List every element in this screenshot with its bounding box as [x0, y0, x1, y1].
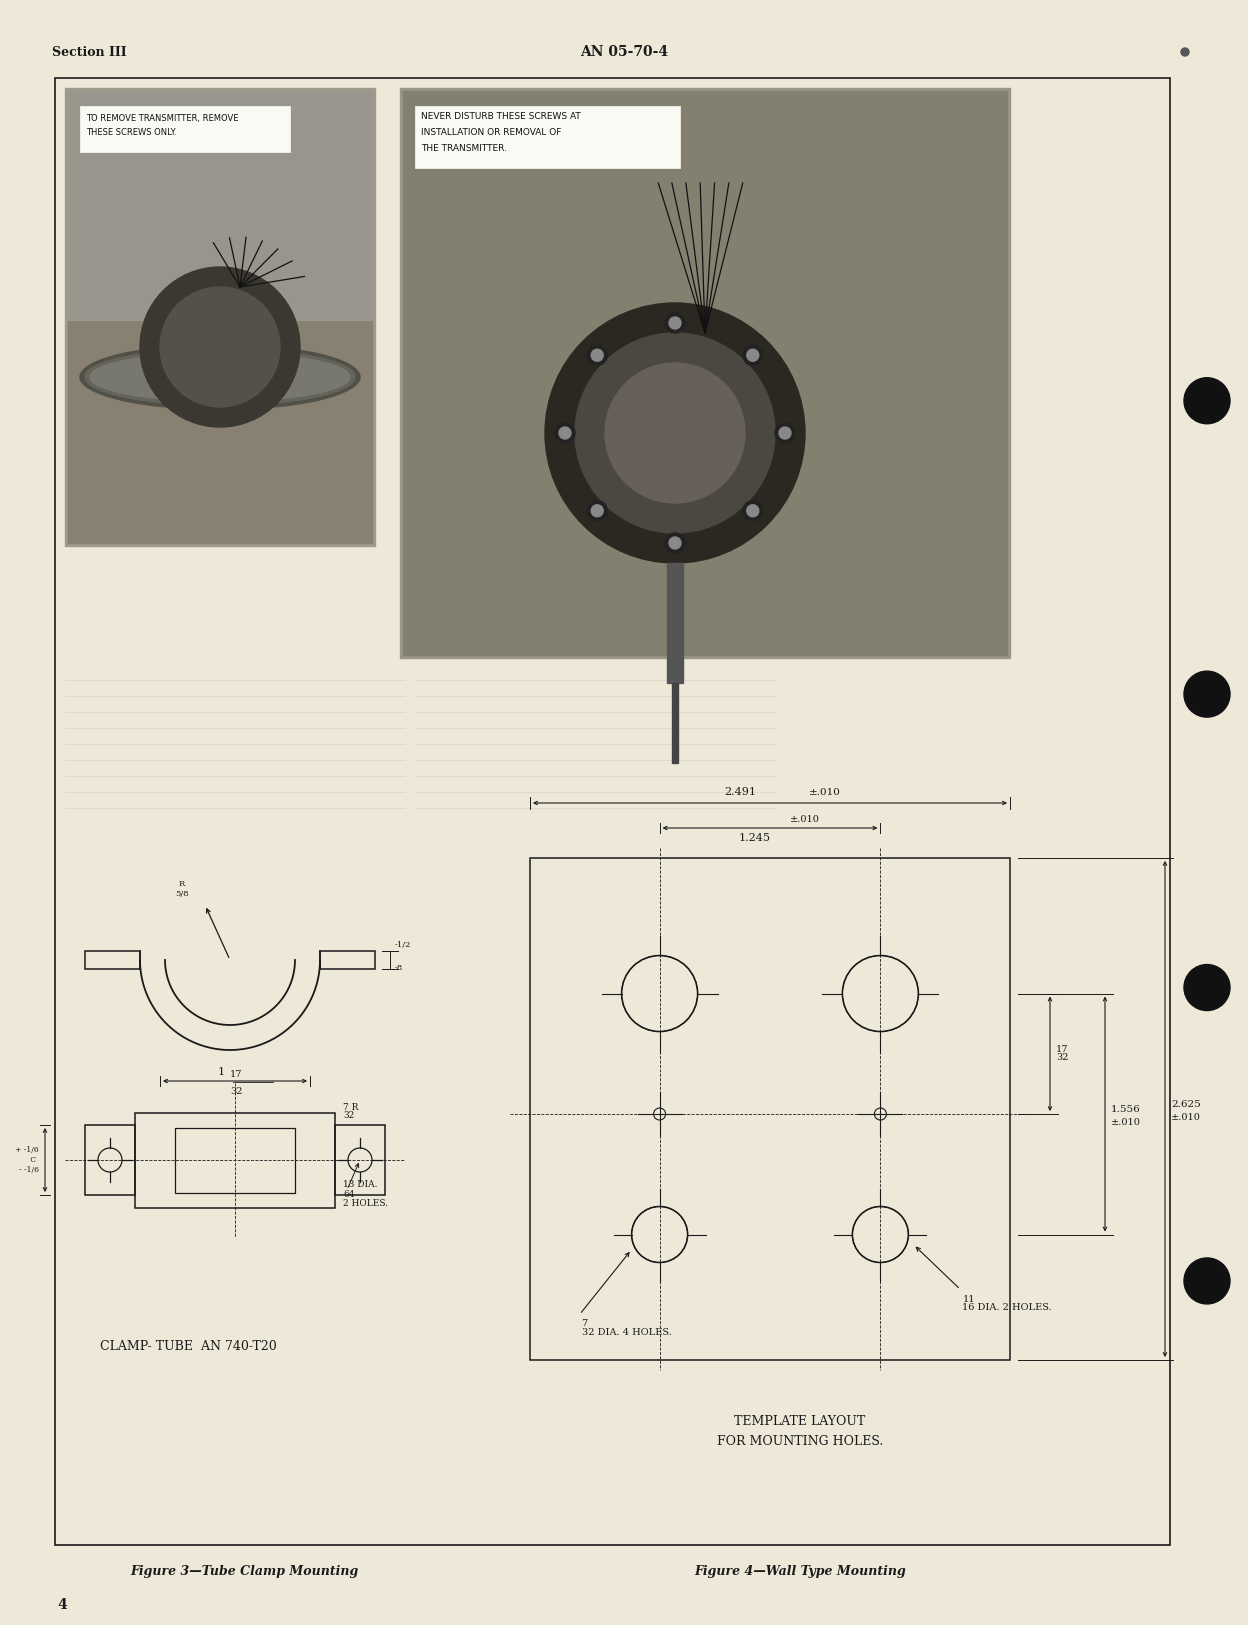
Bar: [85, 951, 140, 968]
Ellipse shape: [545, 302, 805, 562]
Text: TO REMOVE TRANSMITTER, REMOVE: TO REMOVE TRANSMITTER, REMOVE: [86, 114, 238, 124]
Bar: [401, 88, 1010, 658]
Text: ±.010: ±.010: [1171, 1113, 1201, 1121]
Bar: [85, 1124, 135, 1194]
Text: CLAMP- TUBE  AN 740-T20: CLAMP- TUBE AN 740-T20: [100, 1341, 277, 1354]
Text: ±.010: ±.010: [1111, 1118, 1141, 1128]
Bar: [80, 106, 290, 153]
Text: Figure 4—Wall Type Mounting: Figure 4—Wall Type Mounting: [694, 1565, 906, 1578]
Text: + -1/6
 C 
- -1/6: + -1/6 C - -1/6: [15, 1146, 39, 1175]
Ellipse shape: [80, 344, 359, 410]
Text: 32: 32: [230, 1087, 242, 1095]
Ellipse shape: [85, 348, 354, 406]
Text: 2.625: 2.625: [1171, 1100, 1201, 1108]
Text: ±.010: ±.010: [790, 816, 820, 824]
Bar: [55, 78, 1171, 1545]
Text: INSTALLATION OR REMOVAL OF: INSTALLATION OR REMOVAL OF: [421, 128, 562, 136]
Circle shape: [665, 314, 685, 333]
Circle shape: [1181, 49, 1189, 55]
Circle shape: [669, 317, 681, 328]
Bar: [416, 106, 680, 167]
Circle shape: [775, 422, 795, 444]
Bar: [67, 91, 372, 543]
Text: AN 05-70-4: AN 05-70-4: [580, 46, 668, 58]
Text: 17
32: 17 32: [1056, 1045, 1068, 1063]
Text: 2.491: 2.491: [724, 786, 756, 796]
Text: THE TRANSMITTER.: THE TRANSMITTER.: [421, 145, 507, 153]
Circle shape: [588, 344, 608, 366]
Circle shape: [555, 422, 575, 444]
Circle shape: [669, 536, 681, 549]
Circle shape: [588, 500, 608, 520]
Text: 4: 4: [57, 1597, 66, 1612]
Text: 7
32 DIA. 4 HOLES.: 7 32 DIA. 4 HOLES.: [582, 1320, 671, 1337]
Text: -8: -8: [396, 964, 403, 972]
Text: FOR MOUNTING HOLES.: FOR MOUNTING HOLES.: [716, 1435, 884, 1448]
Circle shape: [1184, 671, 1231, 717]
Circle shape: [746, 349, 759, 361]
Text: 5/8: 5/8: [175, 891, 188, 899]
Bar: [666, 562, 683, 682]
Bar: [135, 1113, 334, 1207]
Text: TEMPLATE LAYOUT: TEMPLATE LAYOUT: [734, 1415, 866, 1428]
Circle shape: [592, 505, 603, 517]
Ellipse shape: [140, 266, 300, 427]
Bar: [67, 91, 372, 320]
Text: R: R: [178, 881, 185, 887]
Ellipse shape: [605, 362, 745, 504]
Ellipse shape: [90, 353, 349, 401]
Circle shape: [559, 427, 572, 439]
Bar: [65, 88, 374, 546]
Circle shape: [743, 344, 763, 366]
Bar: [319, 951, 374, 968]
Text: 7 R
32: 7 R 32: [343, 1103, 358, 1120]
Text: 1.245: 1.245: [739, 834, 771, 843]
Ellipse shape: [575, 333, 775, 533]
Bar: [334, 1124, 384, 1194]
Bar: [530, 858, 1010, 1360]
Text: 11
16 DIA. 2 HOLES.: 11 16 DIA. 2 HOLES.: [962, 1295, 1052, 1311]
Bar: [671, 682, 678, 764]
Circle shape: [1184, 377, 1231, 424]
Text: Section III: Section III: [52, 46, 126, 58]
Circle shape: [743, 500, 763, 520]
Text: -1/2: -1/2: [396, 941, 412, 949]
Ellipse shape: [160, 288, 280, 406]
Text: 1.556: 1.556: [1111, 1105, 1141, 1115]
Text: NEVER DISTURB THESE SCREWS AT: NEVER DISTURB THESE SCREWS AT: [421, 112, 580, 120]
Circle shape: [592, 349, 603, 361]
Circle shape: [1184, 965, 1231, 1011]
Circle shape: [779, 427, 791, 439]
Text: 13 DIA.
64
2 HOLES.: 13 DIA. 64 2 HOLES.: [343, 1180, 388, 1209]
Text: Figure 3—Tube Clamp Mounting: Figure 3—Tube Clamp Mounting: [130, 1565, 358, 1578]
Bar: [175, 1128, 295, 1193]
Text: 17: 17: [230, 1069, 242, 1079]
Text: ±.010: ±.010: [809, 788, 841, 796]
Bar: [403, 91, 1007, 655]
Text: THESE SCREWS ONLY.: THESE SCREWS ONLY.: [86, 128, 176, 136]
Text: 1: 1: [218, 1068, 225, 1077]
Circle shape: [665, 533, 685, 552]
Circle shape: [1184, 1258, 1231, 1303]
Circle shape: [746, 505, 759, 517]
